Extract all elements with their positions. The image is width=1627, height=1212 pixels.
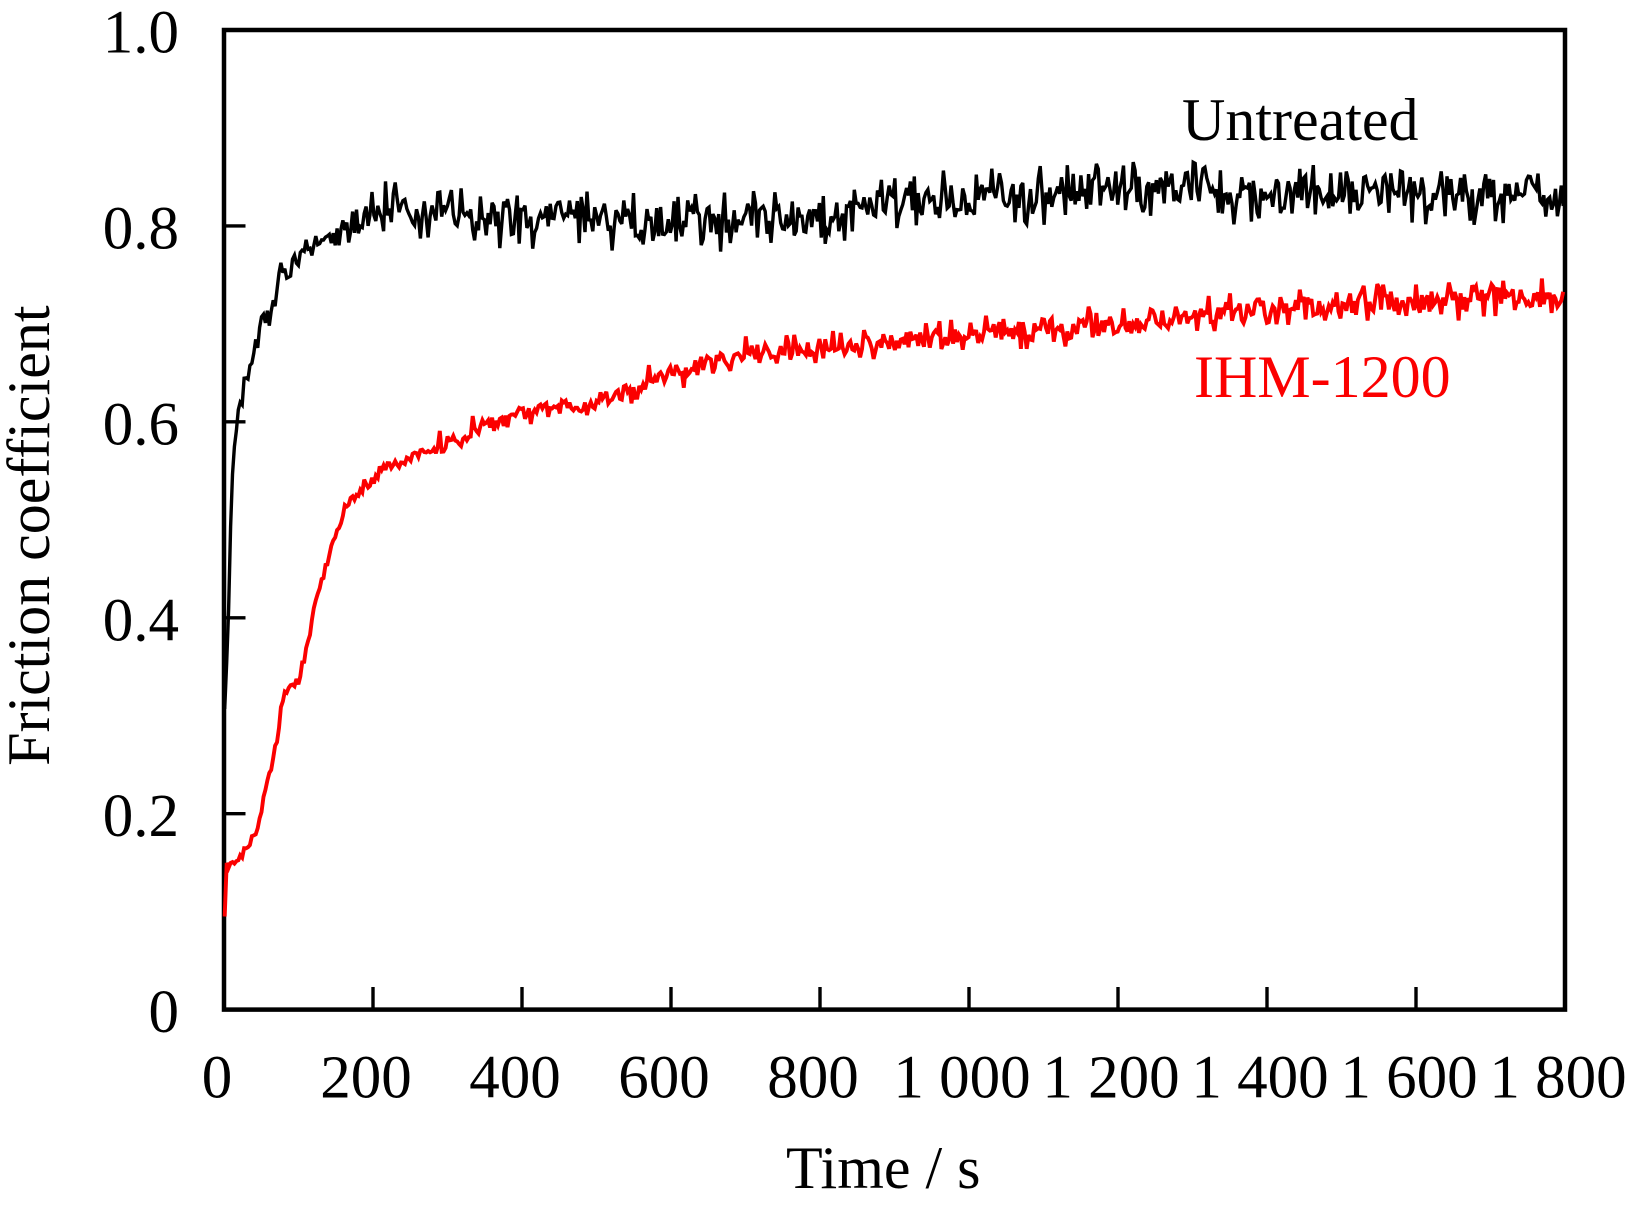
svg-text:Untreated: Untreated [1182,87,1419,153]
svg-text:1 600: 1 600 [1340,1045,1477,1112]
svg-text:1 800: 1 800 [1489,1045,1626,1112]
svg-text:400: 400 [469,1045,561,1112]
svg-text:1 200: 1 200 [1042,1045,1179,1112]
svg-text:0.4: 0.4 [103,587,179,654]
svg-text:0: 0 [149,979,180,1046]
svg-text:600: 600 [618,1045,710,1112]
svg-text:200: 200 [320,1045,412,1112]
svg-text:1.0: 1.0 [103,0,179,67]
svg-text:0.2: 0.2 [103,783,179,850]
svg-text:0.6: 0.6 [103,391,179,458]
svg-text:1 000: 1 000 [893,1045,1030,1112]
svg-text:IHM-1200: IHM-1200 [1194,344,1451,410]
svg-text:Friction coefficient: Friction coefficient [0,305,62,766]
svg-text:Time / s: Time / s [786,1135,981,1201]
svg-text:1 400: 1 400 [1191,1045,1328,1112]
svg-text:0.8: 0.8 [103,195,179,262]
svg-text:800: 800 [767,1045,859,1112]
svg-text:0: 0 [202,1045,233,1112]
